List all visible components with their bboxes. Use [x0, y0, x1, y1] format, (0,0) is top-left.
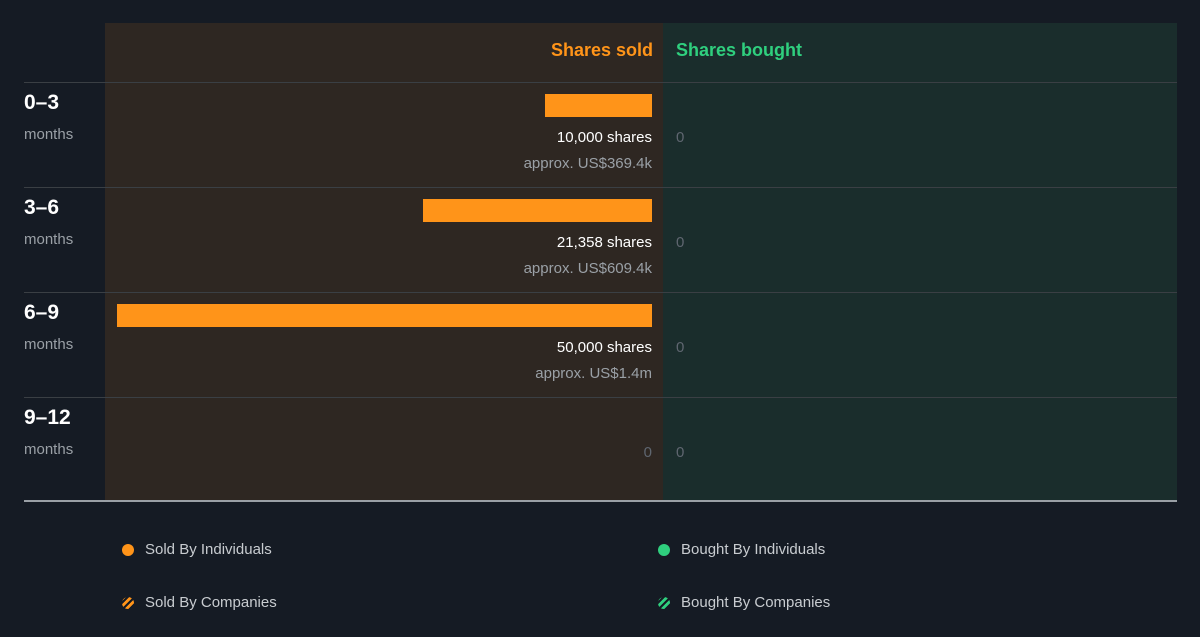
period-label: 9–12: [24, 406, 71, 429]
sold-shares-label: 10,000 shares: [556, 129, 652, 146]
sold-shares-label: 50,000 shares: [556, 339, 652, 356]
period-unit: months: [24, 231, 74, 248]
header-shares-sold: Shares sold: [550, 40, 653, 60]
legend-label: Bought By Companies: [681, 594, 831, 611]
period-unit: months: [24, 126, 74, 143]
sold-zero-label: 0: [643, 444, 652, 461]
row-divider: [24, 397, 1177, 398]
header-shares-bought: Shares bought: [676, 40, 803, 60]
legend-label: Sold By Companies: [145, 594, 277, 611]
period-label: 0–3: [24, 91, 60, 114]
bought-panel: [663, 23, 1177, 501]
period-label: 6–9: [24, 301, 60, 324]
legend-bought-individuals[interactable]: Bought By Individuals: [658, 541, 825, 558]
row-divider: [24, 187, 1177, 188]
green-hatched-dot-icon: [658, 596, 670, 609]
orange-hatched-dot-icon: [122, 596, 134, 609]
bought-zero-label: 0: [676, 444, 685, 461]
legend-sold-companies[interactable]: Sold By Companies: [122, 594, 277, 611]
orange-dot-icon: [122, 543, 134, 556]
sold-value-label: approx. US$1.4m: [535, 365, 652, 382]
sold-value-label: approx. US$369.4k: [523, 155, 652, 172]
bought-zero-label: 0: [676, 234, 685, 251]
row-divider: [24, 292, 1177, 293]
period-unit: months: [24, 336, 74, 353]
bar-sold-3-6[interactable]: [423, 199, 652, 222]
green-dot-icon: [658, 543, 670, 556]
legend-sold-individuals[interactable]: Sold By Individuals: [122, 541, 272, 558]
period-label: 3–6: [24, 196, 60, 219]
legend-label: Bought By Individuals: [681, 541, 826, 558]
legend-bought-companies[interactable]: Bought By Companies: [658, 594, 830, 611]
bar-sold-0-3[interactable]: [545, 94, 652, 117]
bought-zero-label: 0: [676, 339, 685, 356]
period-unit: months: [24, 441, 74, 458]
sold-value-label: approx. US$609.4k: [523, 260, 652, 277]
legend-label: Sold By Individuals: [145, 541, 272, 558]
sold-shares-label: 21,358 shares: [556, 234, 652, 251]
baseline-axis: [24, 500, 1177, 502]
row-divider: [24, 82, 1177, 83]
bar-sold-6-9[interactable]: [117, 304, 652, 327]
bought-zero-label: 0: [676, 129, 685, 146]
